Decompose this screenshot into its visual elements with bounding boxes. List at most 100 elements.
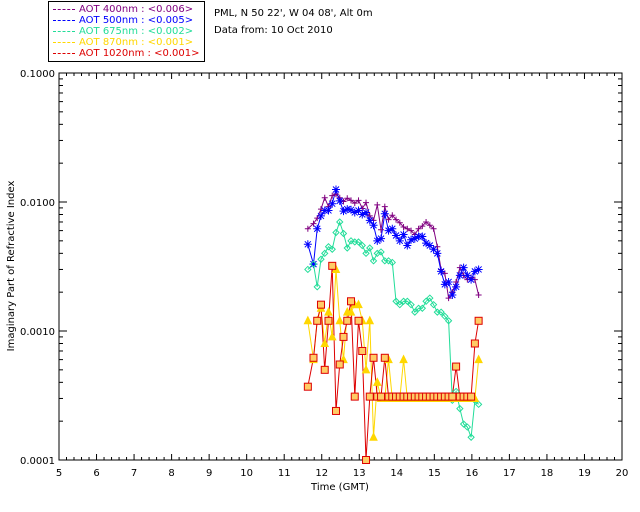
y-tick-label: 0.0100 — [20, 198, 55, 209]
axes: 5 6 7 8 9 10 11 12 13 14 15 16 17 18 19 20 0.0001 0.0010 0… — [20, 69, 628, 479]
series-4-point — [324, 316, 333, 325]
x-tick-label: 19 — [578, 468, 591, 479]
series-0-point — [310, 220, 317, 227]
series-1-point — [392, 231, 401, 240]
series-4-point — [452, 362, 461, 371]
series-4-point — [316, 300, 325, 309]
series-1-point — [365, 216, 374, 225]
series-1-point — [369, 221, 378, 230]
legend-label-870nm: AOT 870nm : <0.001> — [79, 37, 194, 48]
legend-swatch-500nm — [53, 19, 75, 21]
series-0-point — [400, 224, 407, 231]
series-1-point — [425, 241, 434, 250]
series-3-point — [335, 315, 345, 325]
series-4-point — [309, 353, 318, 362]
series-2-point — [474, 400, 483, 409]
series-4-point — [358, 346, 367, 355]
series-1-point — [470, 267, 479, 276]
series-4-point — [467, 392, 476, 401]
series-0-point — [378, 226, 385, 233]
series-1-point — [433, 249, 442, 258]
series-0-point — [434, 243, 441, 250]
x-tick-label: 12 — [315, 468, 328, 479]
series-1-point — [407, 235, 416, 244]
series-1-point — [335, 196, 344, 205]
series-4-point — [369, 353, 378, 362]
series-2-point — [411, 308, 419, 316]
x-tick-label: 17 — [503, 468, 516, 479]
series-4-point — [350, 392, 359, 401]
x-tick-label: 14 — [390, 468, 403, 479]
series-2-point — [321, 249, 329, 258]
series-2-point — [459, 420, 468, 428]
series-4-point — [313, 316, 322, 325]
series-3-point — [369, 432, 378, 441]
series-4-point — [474, 316, 483, 325]
series-2-point — [388, 258, 397, 267]
series-1-point — [452, 282, 461, 291]
series-1-point — [339, 207, 348, 216]
x-tick-label: 6 — [93, 468, 99, 479]
series-1-point — [437, 267, 446, 276]
series-1-point — [403, 241, 412, 250]
series-2-point — [429, 300, 438, 309]
y-tick-label: 0.1000 — [20, 69, 55, 80]
series-2-point — [467, 433, 475, 441]
legend-label-500nm: AOT 500nm : <0.005> — [79, 15, 194, 26]
series-4-point — [380, 353, 389, 362]
series-1-point — [309, 260, 318, 269]
series-0-point — [423, 218, 430, 225]
series-4-point — [448, 392, 457, 401]
series-2-point — [444, 317, 453, 325]
x-tick-label: 7 — [131, 468, 137, 479]
legend-label-675nm: AOT 675nm : <0.002> — [79, 26, 194, 37]
series-1-point — [463, 271, 472, 280]
x-tick-label: 11 — [278, 468, 291, 479]
series-1-point — [350, 208, 359, 217]
series-3-point — [324, 307, 333, 316]
series-3-point — [327, 331, 337, 341]
series-1-point — [362, 208, 371, 217]
series-4-point — [377, 392, 386, 401]
series-1-point — [358, 210, 367, 219]
series-0-point — [430, 225, 437, 232]
series-4-point — [328, 261, 337, 270]
series-2-point — [377, 248, 385, 256]
legend-swatch-1020nm — [53, 52, 75, 54]
legend-entry-500nm: AOT 500nm : <0.005> — [53, 15, 193, 26]
series-0-point — [404, 225, 411, 232]
series-3-point — [365, 315, 375, 325]
legend: AOT 400nm : <0.006> AOT 500nm : <0.005> … — [48, 1, 205, 62]
series-0-point — [415, 225, 422, 232]
series-1-line — [307, 187, 479, 297]
series-1-point — [395, 236, 404, 245]
series-2-point — [332, 228, 340, 237]
series-2-point — [328, 245, 336, 253]
series-1-point — [377, 234, 386, 243]
y-tick-label: 0.0001 — [20, 456, 55, 467]
series-1-point — [303, 240, 312, 249]
series-4-point — [347, 297, 356, 306]
series-1-point — [429, 245, 438, 254]
legend-entry-1020nm: AOT 1020nm : <0.001> — [53, 48, 199, 59]
series-0-point — [348, 197, 355, 204]
legend-entry-400nm: AOT 400nm : <0.006> — [53, 4, 193, 15]
series-0-point — [344, 195, 351, 202]
series-2-point — [336, 218, 344, 226]
series-2-point — [437, 308, 445, 316]
legend-entry-870nm: AOT 870nm : <0.001> — [53, 37, 193, 48]
x-tick-label: 5 — [56, 468, 62, 479]
series-0-point — [426, 222, 433, 229]
series-1-point — [467, 275, 476, 284]
series-4-point — [320, 365, 329, 374]
series-1-point — [324, 206, 333, 215]
series-0-point — [355, 197, 362, 204]
series-2-point — [403, 297, 412, 305]
series-2-point — [456, 404, 464, 413]
x-tick-label: 10 — [240, 468, 253, 479]
x-tick-label: 15 — [428, 468, 441, 479]
series-4-point — [303, 382, 312, 391]
series-1-point — [418, 232, 427, 241]
series-2-point — [358, 241, 366, 250]
series-0-point — [363, 199, 370, 206]
